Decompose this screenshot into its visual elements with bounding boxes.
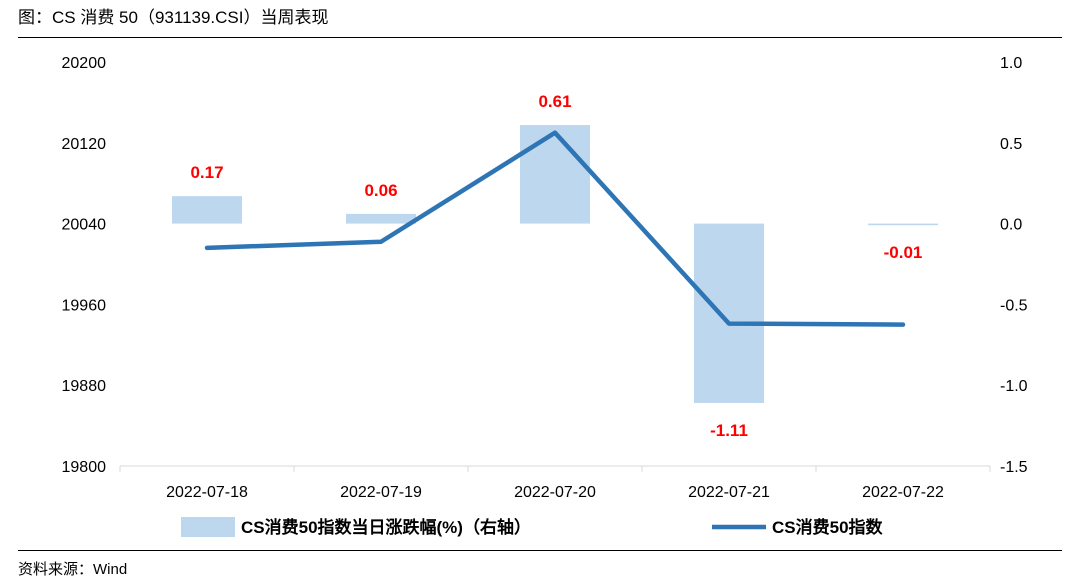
left-y-tick-label: 20200 (62, 55, 107, 72)
x-tick-label: 2022-07-18 (166, 484, 248, 501)
left-y-tick-label: 20120 (62, 136, 107, 153)
right-y-tick-label: 1.0 (1000, 55, 1022, 72)
left-y-tick-label: 19880 (62, 378, 107, 395)
bar-data-label: 0.17 (190, 163, 223, 182)
legend-bar-swatch (181, 517, 235, 537)
bar-data-label: -0.01 (884, 243, 923, 262)
bottom-rule (18, 550, 1062, 551)
bar (868, 223, 938, 226)
bar (172, 196, 242, 224)
left-y-tick-label: 20040 (62, 217, 107, 234)
bar (520, 125, 590, 224)
line-point (727, 322, 731, 326)
x-tick-label: 2022-07-19 (340, 484, 422, 501)
combo-chart: 20200 20120 20040 19960 19880 19800 1.0 0.5 0.0 -… (62, 55, 1028, 537)
bar-data-label: 0.06 (364, 181, 397, 200)
chart-title: 图：CS 消费 50（931139.CSI）当周表现 (18, 8, 329, 27)
right-y-tick-label: -1.0 (1000, 378, 1028, 395)
right-y-tick-label: 0.0 (1000, 217, 1022, 234)
left-y-tick-label: 19800 (62, 459, 107, 476)
line-point (379, 240, 383, 244)
legend-bar-label: CS消费50指数当日涨跌幅(%)（右轴） (241, 517, 531, 537)
line-point (553, 131, 557, 135)
bar-data-label: 0.61 (538, 92, 571, 111)
bar (346, 213, 416, 224)
bar-data-label: -1.11 (710, 421, 748, 440)
x-tick-label: 2022-07-21 (688, 484, 770, 501)
line-point (901, 323, 905, 327)
right-y-tick-label: 0.5 (1000, 136, 1022, 153)
left-y-tick-label: 19960 (62, 297, 107, 314)
right-y-tick-label: -0.5 (1000, 297, 1028, 314)
top-rule (18, 37, 1062, 38)
bar (694, 223, 764, 403)
right-y-tick-label: -1.5 (1000, 459, 1028, 476)
source-note: 资料来源：Wind (18, 561, 128, 578)
x-tick-label: 2022-07-22 (862, 484, 944, 501)
x-tick-label: 2022-07-20 (514, 484, 596, 501)
line-point (205, 246, 209, 250)
legend-line-label: CS消费50指数 (772, 517, 884, 537)
